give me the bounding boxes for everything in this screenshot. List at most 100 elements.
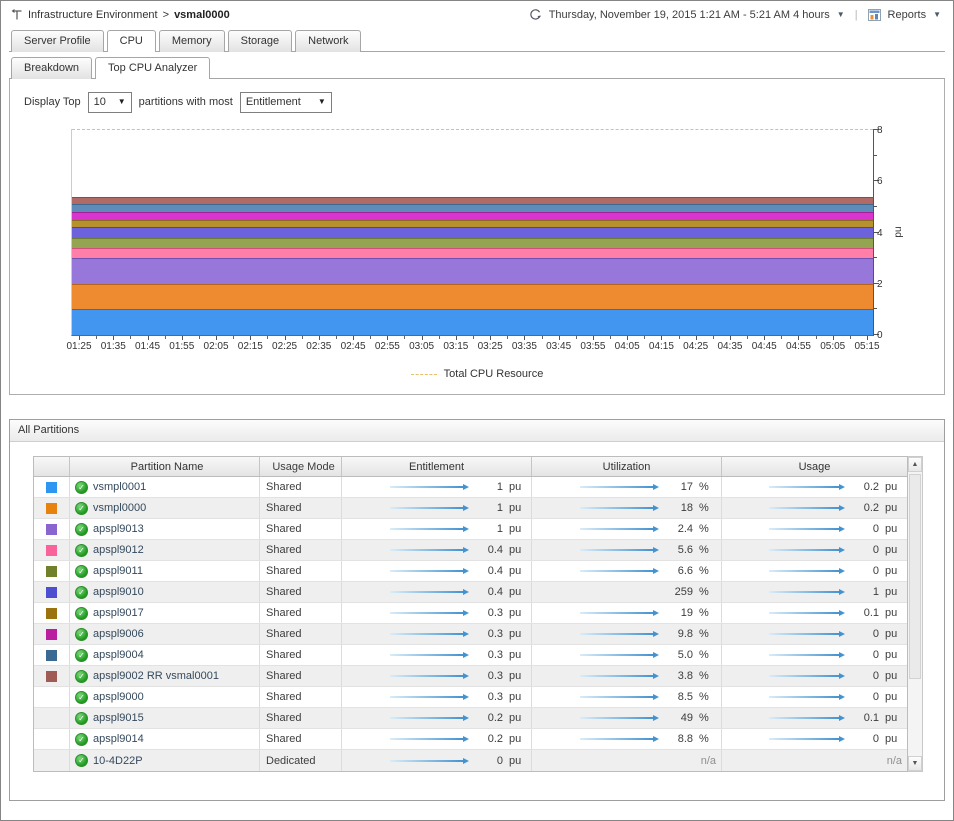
metric-select[interactable]: Entitlement ▼	[239, 91, 332, 113]
usage-cell-unit: pu	[885, 523, 898, 535]
usage-cell: 0 pu	[722, 519, 907, 539]
partition-name-cell[interactable]: ✓ apspl9011	[70, 561, 260, 581]
breadcrumb-root-link[interactable]: Infrastructure Environment	[28, 8, 158, 21]
table-row-apspl9013[interactable]: ✓ apspl9013 Shared 1 pu 2.4% 0 pu	[34, 519, 907, 540]
table-row-apspl9002-rr-vsmal0001[interactable]: ✓ apspl9002 RR vsmal0001 Shared 0.3 pu 3.8% 0 p…	[34, 666, 907, 687]
top-count-select[interactable]: 10 ▼	[87, 91, 132, 113]
series-band-apspl9012[interactable]	[72, 247, 873, 259]
partition-name-cell[interactable]: ✓ vsmpl0001	[70, 477, 260, 497]
column-header-usage[interactable]: Usage	[798, 460, 831, 473]
table-row-apspl9004[interactable]: ✓ apspl9004 Shared 0.3 pu 5.0% 0 pu	[34, 645, 907, 666]
series-band-apspl9011[interactable]	[72, 237, 873, 248]
usage-cell-content: 1 pu	[722, 586, 907, 598]
subtab-top-cpu-analyzer[interactable]: Top CPU Analyzer	[95, 57, 211, 79]
partition-name-cell[interactable]: ✓ apspl9006	[70, 624, 260, 644]
tab-memory[interactable]: Memory	[158, 30, 225, 52]
table-row-apspl9015[interactable]: ✓ apspl9015 Shared 0.2 pu 49% 0.1 pu	[34, 708, 907, 729]
tab-storage[interactable]: Storage	[227, 30, 293, 52]
partition-name-cell[interactable]: ✓ apspl9002 RR vsmal0001	[70, 666, 260, 686]
x-tick-minor-6	[301, 336, 303, 339]
table-row-apspl9017[interactable]: ✓ apspl9017 Shared 0.3 pu 19% 0.1 pu	[34, 603, 907, 624]
sparkline	[768, 570, 839, 572]
partition-name-cell[interactable]: ✓ vsmpl0000	[70, 498, 260, 518]
time-range-label[interactable]: Thursday, November 19, 2015 1:21 AM - 5:…	[548, 8, 830, 21]
scroll-thumb[interactable]	[909, 474, 921, 679]
tab-server-profile[interactable]: Server Profile	[11, 30, 104, 52]
partition-name-cell[interactable]: ✓ apspl9004	[70, 645, 260, 665]
sparkline-tip-icon	[653, 694, 659, 700]
y-axis-unit-label: pu	[893, 226, 904, 238]
series-band-apspl9010[interactable]	[72, 227, 873, 238]
x-tick-label-01-55: 01:55	[169, 341, 195, 352]
partition-name-cell[interactable]: ✓ apspl9017	[70, 603, 260, 623]
table-row-vsmpl0001[interactable]: ✓ vsmpl0001 Shared 1 pu 17% 0.2 pu	[34, 477, 907, 498]
status-ok-icon: ✓	[75, 754, 88, 767]
table-row-apspl9000[interactable]: ✓ apspl9000 Shared 0.3 pu 8.5% 0 pu	[34, 687, 907, 708]
sparkline	[579, 738, 653, 740]
tab-cpu[interactable]: CPU	[106, 30, 156, 52]
table-row-apspl9014[interactable]: ✓ apspl9014 Shared 0.2 pu 8.8% 0 pu	[34, 729, 907, 750]
subtab-breakdown[interactable]: Breakdown	[11, 57, 93, 79]
sparkline-tip-icon	[839, 736, 845, 742]
reports-label[interactable]: Reports	[887, 8, 927, 21]
column-header-entitlement[interactable]: Entitlement	[342, 457, 532, 476]
tab-network[interactable]: Network	[295, 30, 362, 52]
series-band-apspl9017[interactable]	[72, 219, 873, 228]
column-header-swatch[interactable]	[34, 457, 70, 476]
x-tick-label-03-05: 03:05	[409, 341, 435, 352]
usage-mode-cell: Shared	[260, 540, 342, 560]
series-color-cell	[34, 729, 70, 749]
breadcrumb: Infrastructure Environment > vsmal0000	[11, 9, 230, 21]
entitlement-cell-unit: pu	[509, 586, 522, 598]
column-header-utilization[interactable]: Utilization	[532, 457, 722, 476]
table-row-apspl9011[interactable]: ✓ apspl9011 Shared 0.4 pu 6.6% 0 pu	[34, 561, 907, 582]
table-body: ✓ vsmpl0001 Shared 1 pu 17% 0.2 pu ✓ vsmpl0000 Sha…	[34, 477, 907, 771]
partition-name-cell[interactable]: ✓ apspl9014	[70, 729, 260, 749]
entitlement-cell-unit: pu	[509, 544, 522, 556]
entitlement-cell: 1 pu	[342, 519, 532, 539]
series-band-apspl9006[interactable]	[72, 212, 873, 220]
partition-name-cell[interactable]: ✓ apspl9013	[70, 519, 260, 539]
table-row-10-4d22p[interactable]: ✓ 10-4D22P Dedicated 0 pu n/a n/a	[34, 750, 907, 771]
utilization-cell-value: 259	[674, 586, 693, 598]
x-tick-02-05	[216, 336, 218, 340]
status-ok-icon: ✓	[75, 501, 88, 515]
partition-name: apspl9002 RR vsmal0001	[93, 670, 219, 682]
reports-caret-icon[interactable]: ▼	[933, 9, 941, 19]
scroll-track[interactable]	[908, 472, 922, 756]
table-row-apspl9006[interactable]: ✓ apspl9006 Shared 0.3 pu 9.8% 0 pu	[34, 624, 907, 645]
series-band-vsmpl0001[interactable]	[72, 309, 873, 335]
series-color-cell	[34, 540, 70, 560]
column-header-partition-name[interactable]: Partition Name	[70, 457, 260, 476]
sparkline	[579, 507, 653, 509]
partition-name-cell[interactable]: ✓ 10-4D22P	[70, 750, 260, 771]
up-level-icon[interactable]	[11, 8, 23, 21]
series-band-apspl9002-rr-vsmal0001[interactable]	[72, 196, 873, 205]
table-vertical-scrollbar[interactable]: ▲ ▼	[908, 456, 923, 772]
table-row-apspl9010[interactable]: ✓ apspl9010 Shared 0.4 pu 259% 1 pu	[34, 582, 907, 603]
scroll-down-button[interactable]: ▼	[908, 756, 922, 771]
time-range-caret-icon[interactable]: ▼	[836, 9, 845, 19]
x-tick-minor-0	[96, 336, 98, 339]
partition-name-cell[interactable]: ✓ apspl9000	[70, 687, 260, 707]
partition-name-cell[interactable]: ✓ apspl9012	[70, 540, 260, 560]
column-header-usage-mode[interactable]: Usage Mode	[260, 457, 342, 476]
table-row-vsmpl0000[interactable]: ✓ vsmpl0000 Shared 1 pu 18% 0.2 pu	[34, 498, 907, 519]
partition-name-cell[interactable]: ✓ apspl9015	[70, 708, 260, 728]
entitlement-cell-content: 1 pu	[342, 502, 531, 514]
usage-cell-value: 0	[872, 544, 879, 556]
series-band-vsmpl0000[interactable]	[72, 283, 873, 310]
series-band-apspl9004[interactable]	[72, 204, 873, 212]
x-tick-label-04-35: 04:35	[717, 341, 743, 352]
usage-cell-unit: pu	[885, 628, 898, 640]
chart-legend[interactable]: Total CPU Resource	[10, 368, 944, 380]
usage-cell: 0.2 pu	[722, 498, 907, 518]
x-axis: 01:25 01:35 01:45 01:55 02:05 02:15 02:25 02:35…	[66, 336, 880, 354]
x-tick-minor-1	[130, 336, 132, 339]
series-band-apspl9013[interactable]	[72, 258, 873, 284]
scroll-up-button[interactable]: ▲	[908, 457, 922, 472]
utilization-cell: 5.0%	[532, 645, 722, 665]
partition-name-cell[interactable]: ✓ apspl9010	[70, 582, 260, 602]
entitlement-cell-unit: pu	[509, 712, 522, 724]
table-row-apspl9012[interactable]: ✓ apspl9012 Shared 0.4 pu 5.6% 0 pu	[34, 540, 907, 561]
